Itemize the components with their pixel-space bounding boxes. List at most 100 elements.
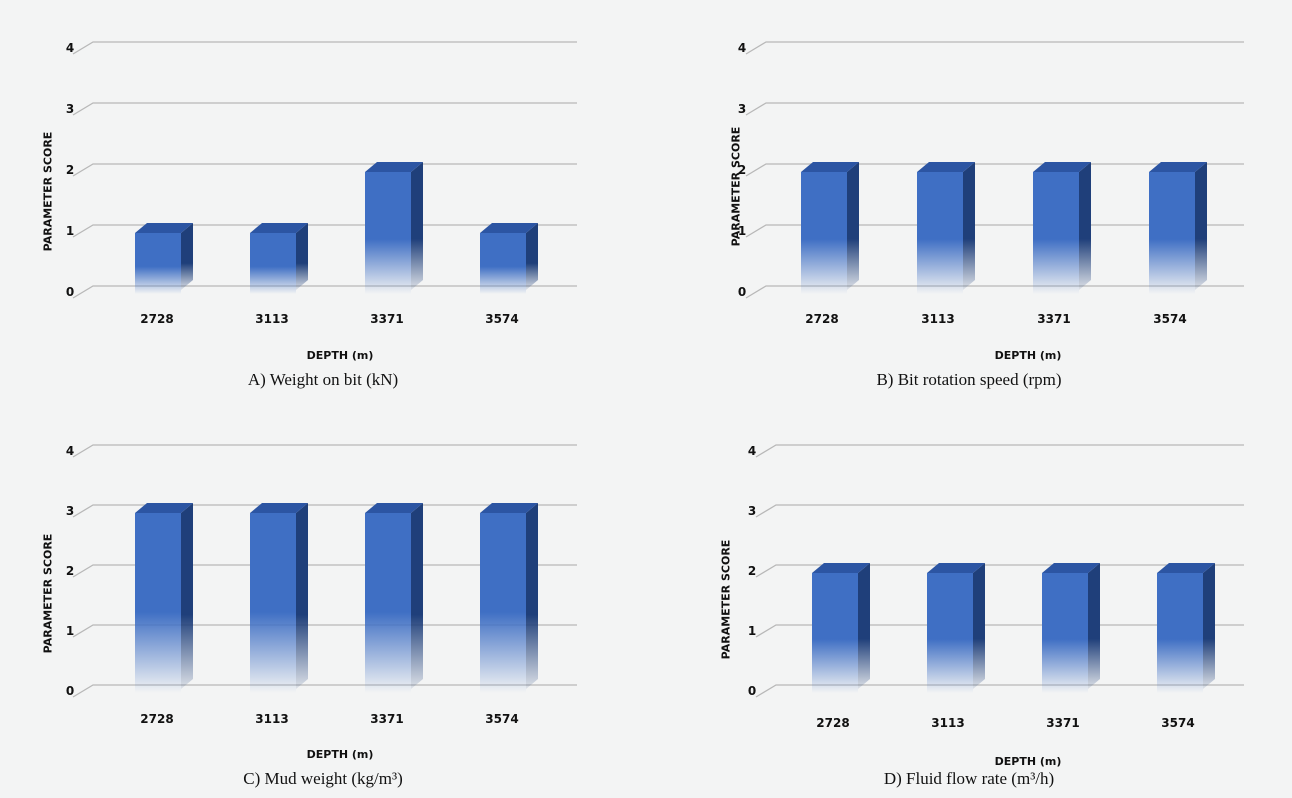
x-tick-label: 3574 <box>485 712 518 726</box>
bar-front <box>801 172 847 294</box>
bar <box>365 162 423 294</box>
chart-panel-d: 0 1 2 3 4 2728 3113 3371 3574 PARAMETER SCORE DE… <box>646 399 1292 798</box>
bar-front <box>1157 573 1203 693</box>
bar-side <box>858 563 870 689</box>
y-tick-label: 1 <box>66 224 74 238</box>
bar <box>1042 563 1100 693</box>
bar-top <box>1157 563 1215 573</box>
y-tick-label: 2 <box>738 163 746 177</box>
chart-caption: B) Bit rotation speed (rpm) <box>876 370 1062 389</box>
x-axis-label: DEPTH (m) <box>306 349 374 362</box>
chart-svg-b: 0 1 2 3 4 2728 3113 3371 3574 <box>738 41 1244 326</box>
bar-front <box>927 573 973 693</box>
bar-front <box>250 233 296 294</box>
chart-panel-c: 0 1 2 3 4 2728 3113 3371 3574 PARAMETER SCORE DE… <box>0 399 646 798</box>
bar <box>250 503 308 693</box>
y-axis-label: PARAMETER SCORE <box>41 131 55 252</box>
gridline <box>755 444 1244 458</box>
bar <box>250 223 308 294</box>
chart-svg-a: 0 1 2 3 4 2728 3113 3371 3574 <box>66 41 577 326</box>
y-tick-label: 3 <box>66 102 74 116</box>
gridline <box>745 102 1244 116</box>
y-tick-label: 4 <box>748 444 756 458</box>
gridline <box>745 285 1244 299</box>
x-tick-label: 3113 <box>255 312 288 326</box>
bar-side <box>526 503 538 689</box>
bar-front <box>1033 172 1079 294</box>
gridline <box>755 504 1244 518</box>
x-tick-label: 3113 <box>931 716 964 730</box>
chart-caption: A) Weight on bit (kN) <box>247 370 399 389</box>
bar-side <box>973 563 985 689</box>
bar-side <box>1203 563 1215 689</box>
bar-top <box>1042 563 1100 573</box>
bar-top <box>927 563 985 573</box>
x-axis-label: DEPTH (m) <box>994 755 1062 768</box>
x-tick-label: 3113 <box>921 312 954 326</box>
bar-top <box>135 223 193 233</box>
bar-side <box>847 162 859 290</box>
x-tick-label: 2728 <box>140 712 173 726</box>
x-tick-label: 3371 <box>370 312 403 326</box>
y-tick-label: 1 <box>738 224 746 238</box>
x-tick-label: 3113 <box>255 712 288 726</box>
bar-side <box>1079 162 1091 290</box>
bar <box>927 563 985 693</box>
y-axis-label: PARAMETER SCORE <box>719 539 733 660</box>
chart-panel-b: 0 1 2 3 4 2728 3113 3371 3574 PARAMETER SCORE DE… <box>646 0 1292 399</box>
gridline <box>72 41 577 55</box>
gridline <box>745 41 1244 55</box>
bar-top <box>917 162 975 172</box>
chart-svg-c: 0 1 2 3 4 2728 3113 3371 3574 <box>66 444 577 726</box>
bar <box>1149 162 1207 294</box>
bar-side <box>1088 563 1100 689</box>
y-tick-label: 4 <box>66 444 74 458</box>
x-tick-label: 3574 <box>1161 716 1194 730</box>
bar-top <box>480 503 538 513</box>
x-tick-label: 2728 <box>140 312 173 326</box>
x-axis-label: DEPTH (m) <box>306 748 374 761</box>
bar-side <box>411 503 423 689</box>
bar <box>812 563 870 693</box>
bar-side <box>181 223 193 290</box>
y-tick-label: 0 <box>738 285 746 299</box>
y-tick-label: 3 <box>738 102 746 116</box>
chart-panel-a: 0 1 2 3 4 2728 3113 3371 3574 PARAMETER SCORE DE… <box>0 0 646 399</box>
chart-caption: C) Mud weight (kg/m³) <box>243 769 403 788</box>
gridline <box>72 444 577 458</box>
bar-side <box>181 503 193 689</box>
x-tick-label: 3371 <box>1046 716 1079 730</box>
bar <box>135 503 193 693</box>
gridline <box>72 163 577 177</box>
bar-top <box>250 223 308 233</box>
bar-top <box>480 223 538 233</box>
bar-top <box>801 162 859 172</box>
bar-top <box>812 563 870 573</box>
bar <box>917 162 975 294</box>
x-tick-label: 3574 <box>1153 312 1186 326</box>
x-tick-label: 2728 <box>816 716 849 730</box>
bar-side <box>296 503 308 689</box>
bar-side <box>411 162 423 290</box>
bar-front <box>1042 573 1088 693</box>
bar-top <box>1033 162 1091 172</box>
bar-side <box>963 162 975 290</box>
bar-front <box>135 513 181 693</box>
y-tick-label: 2 <box>748 564 756 578</box>
bar-front <box>812 573 858 693</box>
bar-top <box>250 503 308 513</box>
bar <box>480 503 538 693</box>
y-tick-label: 4 <box>66 41 74 55</box>
bar <box>480 223 538 294</box>
y-tick-label: 2 <box>66 163 74 177</box>
bar-top <box>1149 162 1207 172</box>
x-tick-label: 2728 <box>805 312 838 326</box>
bar-front <box>365 172 411 294</box>
y-tick-label: 3 <box>748 504 756 518</box>
x-tick-label: 3574 <box>485 312 518 326</box>
bar-front <box>480 513 526 693</box>
bar-top <box>135 503 193 513</box>
bar-side <box>1195 162 1207 290</box>
bar <box>801 162 859 294</box>
bar-front <box>1149 172 1195 294</box>
